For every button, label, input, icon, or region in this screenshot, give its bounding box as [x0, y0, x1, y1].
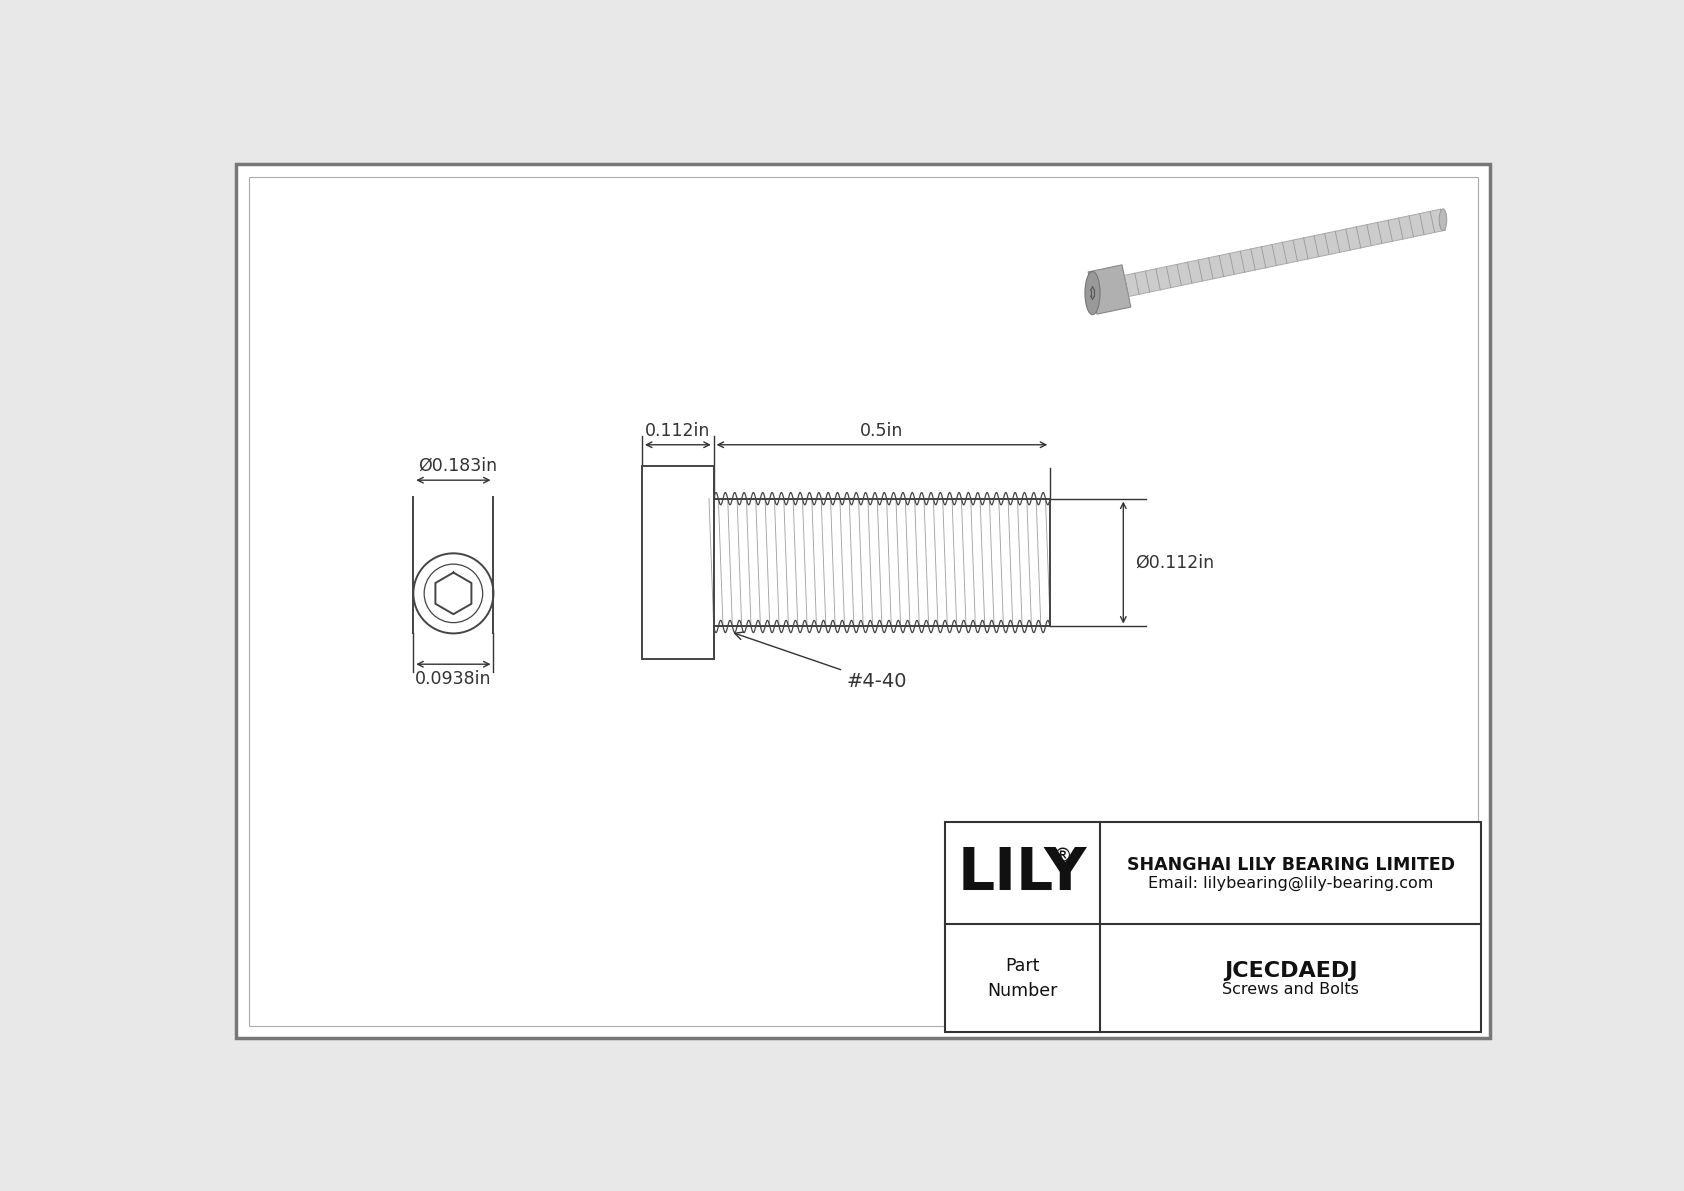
Ellipse shape	[1084, 272, 1100, 314]
Text: 0.112in: 0.112in	[645, 422, 711, 441]
Bar	[945, 822, 1482, 1033]
Text: 0.5in: 0.5in	[861, 422, 904, 441]
Text: Screws and Bolts: Screws and Bolts	[1223, 981, 1359, 997]
Polygon shape	[1088, 264, 1132, 314]
Text: ®: ®	[1052, 847, 1073, 866]
Text: SHANGHAI LILY BEARING LIMITED: SHANGHAI LILY BEARING LIMITED	[1127, 856, 1455, 874]
Text: Part
Number: Part Number	[987, 956, 1058, 1000]
Text: Ø0.183in: Ø0.183in	[418, 457, 497, 475]
Bar	[642, 467, 714, 659]
Text: 0.0938in: 0.0938in	[416, 669, 492, 687]
Polygon shape	[1125, 210, 1445, 297]
Text: LILY: LILY	[958, 844, 1088, 902]
Text: #4-40: #4-40	[734, 632, 906, 692]
Text: Email: lilybearing@lily-bearing.com: Email: lilybearing@lily-bearing.com	[1148, 875, 1433, 891]
Ellipse shape	[1440, 208, 1447, 231]
Text: JCECDAEDJ: JCECDAEDJ	[1224, 961, 1357, 980]
Text: Ø0.112in: Ø0.112in	[1135, 554, 1214, 572]
